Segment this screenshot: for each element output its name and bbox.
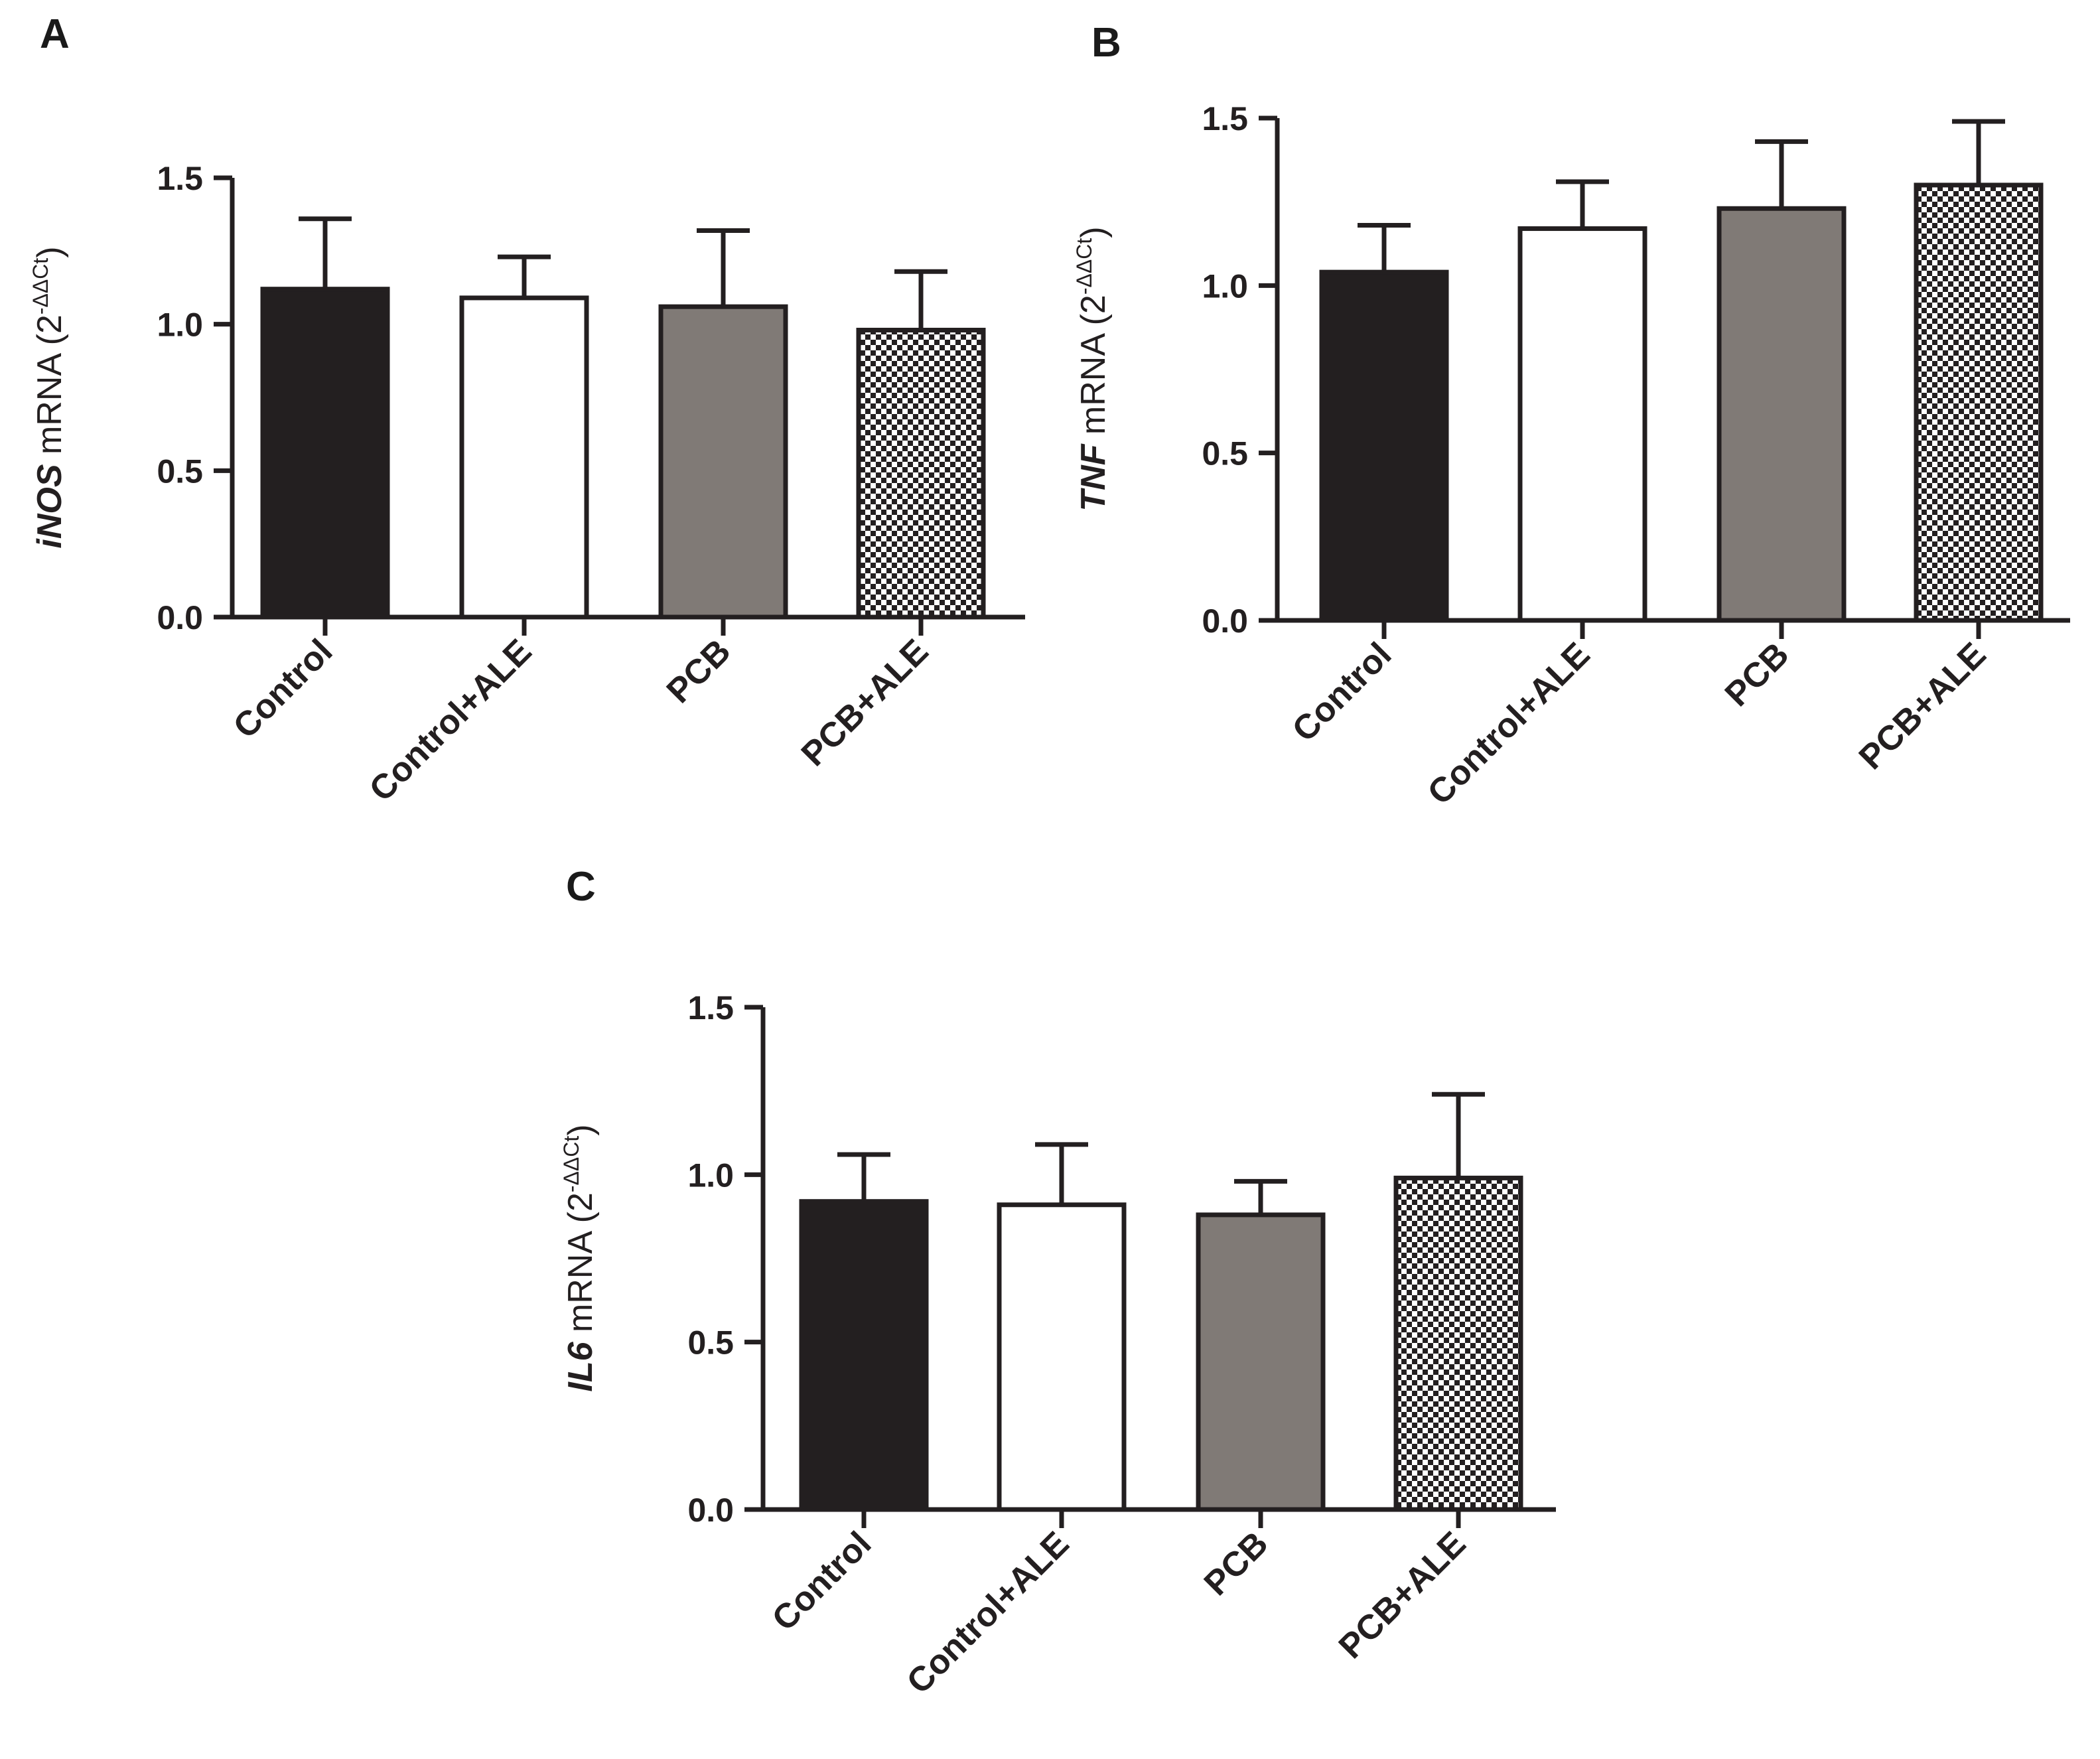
y-axis-unit: mRNA (2 — [561, 1192, 600, 1342]
bar-control-plus-ale — [459, 295, 589, 620]
panel-letter: C — [566, 864, 596, 910]
y-tick-label: 0.0 — [157, 599, 203, 636]
y-axis-title: IL6 mRNA (2-ΔΔCt) — [559, 1124, 600, 1391]
y-tick-label: 1.0 — [157, 307, 203, 344]
x-category-label: PCB — [660, 632, 738, 711]
bar-control — [260, 287, 390, 620]
bar-control-plus-ale — [997, 1202, 1127, 1512]
panel-letter: A — [40, 11, 70, 57]
y-axis-gene: iNOS — [31, 464, 69, 548]
y-tick-label: 1.0 — [687, 1157, 734, 1194]
y-tick-label: 0.0 — [1202, 602, 1248, 640]
bar-pcb-plus-ale — [1914, 182, 2044, 623]
y-axis-unit: mRNA (2 — [31, 315, 69, 464]
y-axis-superscript: -ΔΔCt — [29, 258, 52, 315]
x-category-label: Control — [1285, 635, 1399, 749]
y-axis-title: iNOS mRNA (2-ΔΔCt) — [29, 246, 69, 548]
x-category-label: Control+ALE — [1421, 635, 1598, 812]
y-tick-label: 1.5 — [157, 160, 203, 197]
y-axis-title: TNF mRNA (2-ΔΔCt) — [1072, 226, 1113, 511]
y-axis-close: ) — [1074, 226, 1113, 238]
x-category-label: PCB — [1718, 635, 1797, 714]
x-category-label: Control — [765, 1524, 879, 1638]
y-tick-label: 0.5 — [1202, 435, 1248, 472]
y-axis-unit: mRNA (2 — [1074, 295, 1113, 444]
y-tick-label: 0.5 — [687, 1324, 734, 1362]
y-axis-close: ) — [561, 1124, 600, 1135]
x-category-label: PCB+ALE — [1852, 635, 1994, 777]
y-tick-label: 1.5 — [1202, 100, 1248, 137]
x-category-label: PCB+ALE — [794, 632, 936, 774]
y-axis-superscript: -ΔΔCt — [1072, 238, 1096, 295]
y-axis-superscript: -ΔΔCt — [559, 1136, 583, 1193]
panel-b: B TNF mRNA (2-ΔΔCt) 0.0 0.5 1.0 1.5 Control Con… — [1072, 20, 2070, 812]
bar-pcb-plus-ale — [1393, 1175, 1523, 1512]
bar-pcb — [1196, 1212, 1326, 1512]
panel-letter: B — [1091, 20, 1121, 66]
bar-pcb — [1716, 206, 1847, 623]
y-axis-gene: IL6 — [561, 1341, 600, 1391]
y-tick-label: 1.0 — [1202, 267, 1248, 305]
bar-pcb-plus-ale — [856, 327, 986, 620]
panel-c: C IL6 mRNA (2-ΔΔCt) 0.0 0.5 1.0 1.5 Control Con… — [559, 864, 1556, 1701]
y-axis-gene: TNF — [1074, 443, 1113, 511]
x-category-label: Control+ALE — [362, 632, 539, 809]
y-axis-close: ) — [31, 246, 69, 257]
bar-control-plus-ale — [1517, 226, 1647, 623]
y-tick-label: 0.5 — [157, 453, 203, 490]
x-category-label: PCB+ALE — [1332, 1524, 1474, 1666]
y-tick-label: 1.5 — [687, 989, 734, 1026]
y-tick-label: 0.0 — [687, 1492, 734, 1529]
bar-control — [799, 1199, 929, 1512]
x-category-label: Control — [226, 632, 340, 746]
bar-control — [1319, 269, 1449, 623]
x-category-label: PCB — [1197, 1524, 1276, 1603]
bar-pcb — [658, 304, 788, 620]
x-category-label: Control+ALE — [900, 1524, 1077, 1701]
